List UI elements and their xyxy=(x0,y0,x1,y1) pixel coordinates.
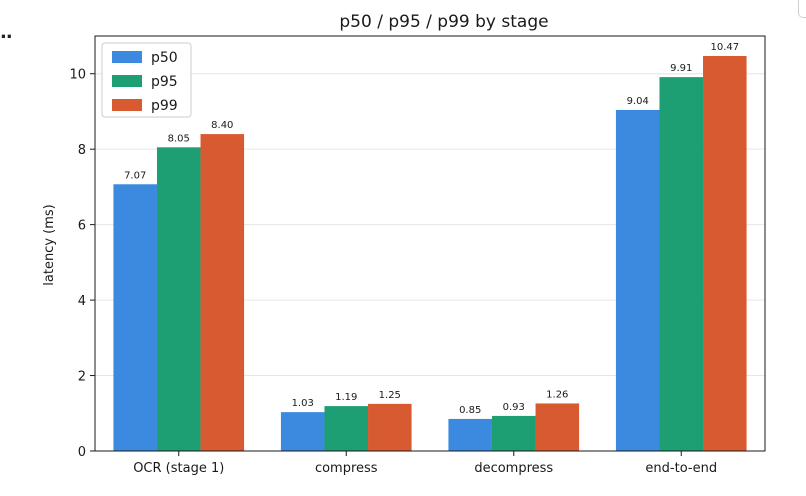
bar-value-label: 7.07 xyxy=(124,170,146,181)
bar-p99 xyxy=(535,403,580,451)
legend-label-p99: p99 xyxy=(151,98,178,114)
legend-label-p50: p50 xyxy=(151,50,178,66)
bar-p50 xyxy=(280,412,325,451)
bar-value-label: 8.40 xyxy=(211,120,233,131)
bar-value-label: 1.03 xyxy=(292,398,314,409)
y-tick-label: 8 xyxy=(78,143,86,158)
plot-frame xyxy=(94,35,766,452)
y-axis-label: latency (ms) xyxy=(42,204,57,285)
window-edge-frame xyxy=(798,0,806,18)
bar-value-label: 10.47 xyxy=(710,42,739,53)
legend-swatch-p99 xyxy=(112,99,142,111)
legend: p50 p95 p99 xyxy=(101,42,192,118)
overflow-ellipsis: .. xyxy=(0,22,13,43)
x-tick-label: decompress xyxy=(474,461,553,476)
bar-value-label: 0.85 xyxy=(459,405,481,416)
bar-value-label: 8.05 xyxy=(168,133,190,144)
legend-swatch-p50 xyxy=(112,51,142,63)
bar-value-label: 9.04 xyxy=(627,96,649,107)
bar-value-label: 0.93 xyxy=(503,402,525,413)
legend-label-p95: p95 xyxy=(151,74,178,90)
bar-value-label: 1.25 xyxy=(379,390,401,401)
y-tick-label: 0 xyxy=(78,445,86,460)
bar-p95 xyxy=(659,77,704,451)
bar-value-label: 1.26 xyxy=(546,389,568,400)
bar-value-label: 1.19 xyxy=(335,392,357,403)
bar-p50 xyxy=(113,184,157,451)
x-tick-label: compress xyxy=(315,461,378,476)
bar-p50 xyxy=(615,109,660,451)
x-tick-label: OCR (stage 1) xyxy=(133,461,224,476)
bar-p50 xyxy=(448,418,492,451)
legend-swatch-p95 xyxy=(112,75,142,87)
bar-p95 xyxy=(156,147,201,451)
bar-p95 xyxy=(491,415,536,451)
chart-title: p50 / p95 / p99 by stage xyxy=(339,12,548,32)
y-tick-label: 4 xyxy=(78,294,86,309)
bar-p99 xyxy=(368,403,412,451)
ticks-group: 0 2 4 6 8 10 OCR (stage 1) compress decompress en… xyxy=(69,68,717,476)
data-labels-group: 7.07 8.05 8.40 1.03 1.19 1.25 0.85 0.93 1.26 9.04… xyxy=(124,42,739,416)
y-tick-label: 6 xyxy=(78,219,86,234)
bar-p95 xyxy=(324,406,369,451)
bars-group xyxy=(113,55,747,451)
bar-value-label: 9.91 xyxy=(670,63,692,74)
bar-p99 xyxy=(200,134,245,451)
x-tick-label: end-to-end xyxy=(645,461,717,476)
y-tick-label: 2 xyxy=(78,370,86,385)
y-tick-label: 10 xyxy=(69,68,86,83)
bar-p99 xyxy=(703,55,747,451)
